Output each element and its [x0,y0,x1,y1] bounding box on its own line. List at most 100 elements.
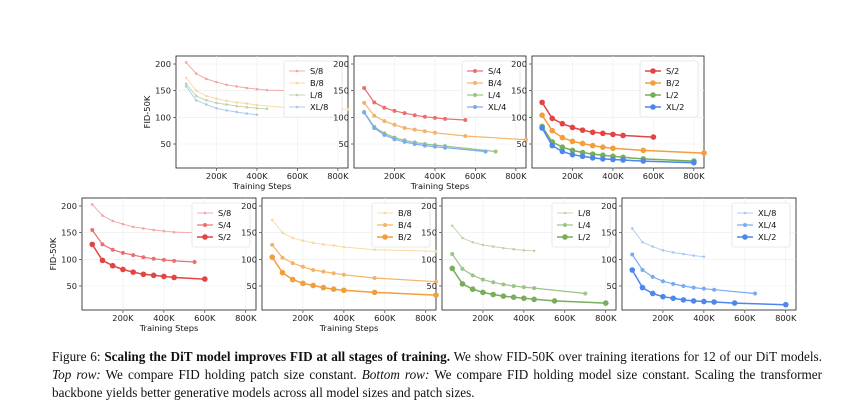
data-point [539,125,545,131]
x-tick-label: 600K [465,171,487,181]
data-point [205,103,208,106]
data-point [682,252,685,256]
legend-label: XL/2 [666,102,684,112]
chart-panel-7: 50 100 150 200 200K 400K 600K 800K XL/8 XL/4 XL/2 [601,197,797,323]
data-point [281,231,284,234]
x-tick-label: 800K [415,313,437,323]
data-point [322,243,325,246]
y-tick-label: 100 [333,112,349,122]
data-point [649,290,656,297]
data-point [184,61,188,64]
series-XL-2 [629,267,789,308]
data-point [255,87,259,91]
data-point [434,279,438,284]
data-point [412,142,417,146]
legend-swatch-marker [563,223,567,227]
data-point [269,254,276,260]
data-point [245,102,249,105]
data-point [151,256,156,261]
y-axis-label: FID-50K [48,237,58,270]
data-point [481,243,485,247]
data-point [559,144,566,150]
data-point [402,126,407,130]
y-tick-label: 50 [338,139,349,149]
data-point [502,246,505,250]
legend-swatch-marker [473,105,477,109]
data-point [330,286,337,293]
series-line [91,243,205,280]
legend-label: S/2 [666,66,679,76]
legend-swatch-marker [650,68,656,74]
chart-panel-2: 50 100 150 200 200K 400K 600K 800K Training Step… [333,55,528,191]
y-tick-label: 50 [606,281,617,291]
caption-text-2: We compare FID holding patch size consta… [105,367,357,382]
data-point [782,301,789,308]
data-point [90,228,95,232]
legend-label: B/8 [398,208,412,218]
legend-label: XL/2 [758,232,776,242]
data-point [289,276,296,283]
data-point [392,137,397,142]
series-line [451,253,586,295]
data-point [300,280,306,287]
data-point [640,268,645,272]
series-line [271,244,437,283]
data-point [130,269,136,275]
data-point [432,144,437,149]
data-point [171,274,177,281]
chart-panel-5: 50 100 150 200 200K 400K 600K 800K Training Step… [241,197,439,333]
data-point [641,240,644,244]
data-point [202,276,208,282]
data-point [279,269,286,276]
data-point [681,284,686,288]
data-point [559,120,566,127]
x-tick-label: 200K [206,171,228,181]
data-point [531,296,537,303]
data-point [111,219,115,223]
data-point [589,142,596,149]
x-axis-label: Training Steps [410,181,470,191]
data-point [610,145,616,152]
data-point [372,113,377,118]
caption-top-label: Top row: [52,367,101,382]
y-tick-label: 200 [155,59,171,69]
series-B-8 [184,76,350,111]
data-point [215,106,218,110]
legend-label: L/4 [488,90,501,100]
series-line [271,256,437,296]
legend-label: S/2 [218,232,231,242]
data-point [341,272,346,277]
series-line [363,112,486,153]
y-tick-label: 150 [241,228,257,238]
x-tick-label: 600K [643,171,665,181]
data-point [539,112,545,118]
data-point [412,127,417,132]
caption-figure-label: Figure 6: [52,349,101,364]
series-L-8 [184,82,269,111]
legend-label: XL/8 [310,102,328,112]
legend-swatch-marker [202,234,208,240]
data-point [434,250,438,253]
data-point [382,132,387,137]
y-tick-label: 200 [511,59,527,69]
data-point [109,262,116,269]
legend-swatch-marker [743,211,747,215]
legend-box [283,60,343,118]
data-point [671,251,675,254]
data-point [362,86,367,90]
data-point [99,257,106,264]
series-L-8 [450,224,536,253]
y-tick-label: 200 [601,201,617,211]
data-point [629,267,636,273]
data-point [753,291,758,296]
data-point [265,88,269,92]
data-point [235,85,239,88]
series-line [631,254,756,295]
data-point [192,260,197,264]
data-point [101,214,104,217]
figure-charts: 50 100 150 200 200K 400K 600K 800K Training Step… [48,55,797,333]
legend-box [639,60,699,118]
x-tick-label: 400K [693,313,715,323]
series-XL-4 [362,110,488,154]
y-tick-label: 100 [61,254,77,264]
